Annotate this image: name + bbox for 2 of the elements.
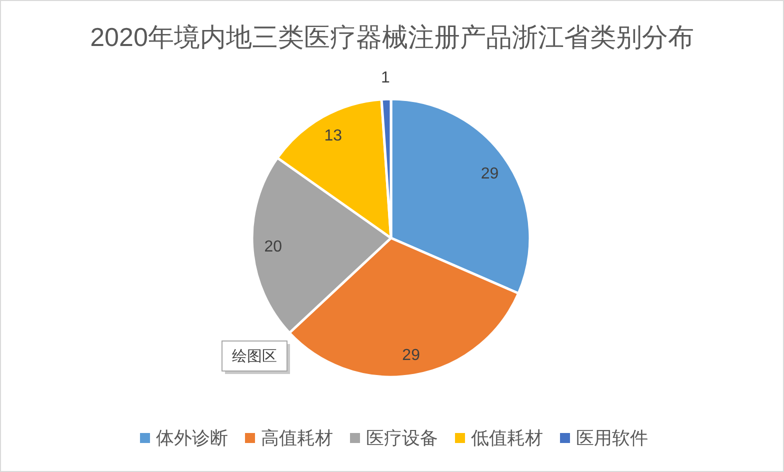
title: 2020年境内地三类医疗器械注册产品浙江省类别分布 bbox=[90, 22, 694, 52]
annotation: 绘图区 bbox=[222, 340, 290, 374]
